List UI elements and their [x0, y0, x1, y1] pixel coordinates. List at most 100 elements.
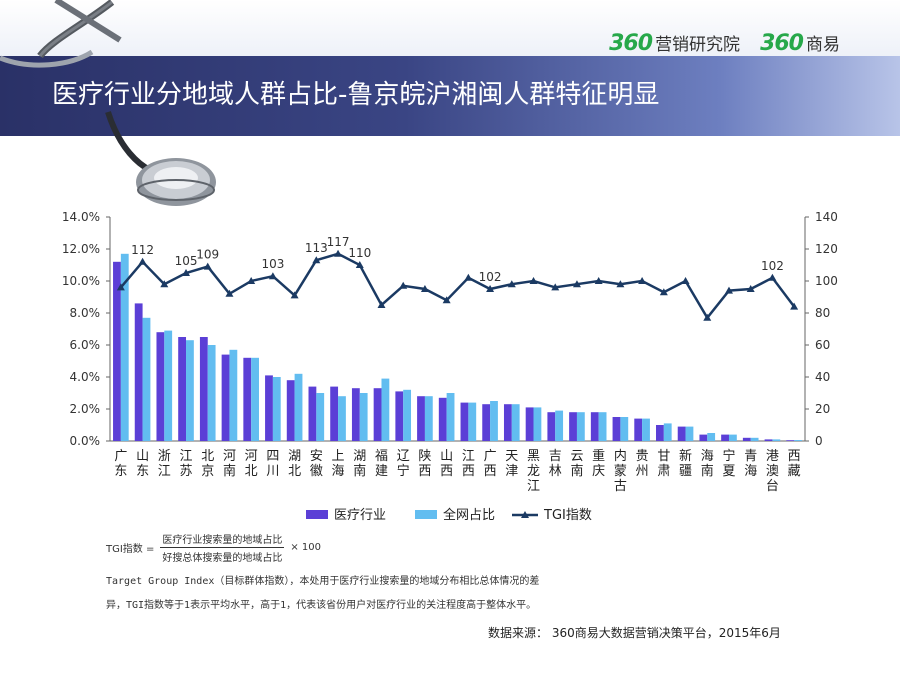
- y-tick-label-right: 60: [815, 338, 830, 352]
- bar-overall-share: [142, 317, 151, 441]
- x-category-label: 京: [201, 464, 214, 479]
- bar-medical-industry: [634, 418, 643, 441]
- x-category-label: 贵: [636, 449, 649, 464]
- x-category-label: 津: [505, 464, 518, 479]
- bar-medical-industry: [286, 380, 295, 441]
- logo-360-marketing-institute: 360 营销研究院: [609, 30, 740, 56]
- bar-medical-industry: [525, 407, 534, 441]
- bar-overall-share: [294, 373, 303, 441]
- x-category-label: 湖: [288, 449, 301, 464]
- tgi-point: [268, 272, 277, 280]
- tgi-data-label: 112: [131, 243, 154, 257]
- formula-lhs: TGI指数 =: [106, 544, 155, 555]
- y-tick-label-left: 8.0%: [70, 306, 101, 320]
- bar-medical-industry: [113, 261, 121, 441]
- bar-overall-share: [728, 434, 737, 441]
- bar-overall-share: [490, 401, 498, 441]
- x-category-label: 南: [353, 463, 366, 479]
- formula-multiplier: × 100: [290, 542, 322, 553]
- tgi-point: [464, 273, 473, 281]
- bar-medical-industry: [677, 426, 686, 441]
- x-category-label: 云: [570, 449, 583, 464]
- x-category-label: 海: [744, 464, 757, 479]
- logo-number: 360: [609, 31, 653, 56]
- x-category-label: 天: [505, 449, 518, 464]
- bar-medical-industry: [373, 388, 382, 441]
- bar-overall-share: [620, 417, 629, 441]
- x-category-label: 四: [266, 449, 279, 464]
- bar-medical-industry: [590, 412, 599, 441]
- legend-marker-tgi: [521, 511, 529, 518]
- tgi-data-label: 110: [348, 246, 371, 260]
- y-tick-label-right: 100: [815, 274, 838, 288]
- tgi-point: [377, 301, 386, 308]
- x-category-label: 东: [136, 464, 149, 479]
- x-category-label: 西: [788, 449, 801, 464]
- x-category-label: 蒙: [614, 464, 627, 479]
- y-tick-label-right: 140: [815, 210, 838, 224]
- bar-overall-share: [511, 404, 520, 441]
- x-category-label: 苏: [180, 463, 193, 479]
- y-tick-label-left: 0.0%: [70, 434, 101, 448]
- y-tick-label-right: 20: [815, 402, 830, 416]
- x-category-label: 广: [484, 449, 497, 464]
- x-category-label: 疆: [679, 464, 692, 479]
- x-category-label: 上: [332, 449, 345, 464]
- x-category-label: 江: [462, 449, 475, 464]
- bar-medical-industry: [351, 388, 360, 441]
- bar-overall-share: [272, 377, 281, 441]
- bar-overall-share: [251, 357, 259, 441]
- tgi-point: [638, 277, 647, 284]
- legend-swatch-overall-share: [415, 510, 437, 519]
- x-category-label: 南: [701, 463, 714, 479]
- tgi-point: [138, 257, 147, 265]
- bar-medical-industry: [243, 357, 252, 441]
- x-category-label: 北: [201, 449, 214, 464]
- tgi-note-line: Target Group Index（目标群体指数），本处用于医疗行业搜索量的地…: [106, 576, 540, 587]
- x-category-label: 青: [744, 449, 757, 464]
- x-category-label: 浙: [158, 449, 171, 464]
- x-category-label: 台: [766, 479, 779, 494]
- x-category-label: 徽: [310, 464, 323, 479]
- x-category-label: 西: [462, 464, 475, 479]
- y-tick-label-right: 80: [815, 306, 830, 320]
- tgi-point: [182, 269, 191, 276]
- tgi-data-label: 103: [261, 257, 284, 271]
- x-category-label: 海: [332, 464, 345, 479]
- title-banner: [0, 56, 900, 136]
- x-category-label: 南: [570, 463, 583, 479]
- bar-medical-industry: [308, 386, 317, 441]
- x-category-label: 福: [375, 449, 388, 464]
- tgi-point: [529, 277, 538, 284]
- bar-overall-share: [186, 340, 194, 441]
- bar-medical-industry: [742, 437, 751, 441]
- x-category-label: 夏: [722, 464, 735, 479]
- bar-medical-industry: [656, 425, 664, 441]
- bar-overall-share: [772, 439, 781, 441]
- x-category-label: 吉: [549, 449, 562, 464]
- bar-medical-industry: [199, 337, 208, 441]
- stethoscope-icon: [0, 0, 216, 206]
- tgi-point: [160, 280, 169, 288]
- logo-text: 营销研究院: [655, 35, 741, 55]
- y-tick-label-left: 10.0%: [62, 274, 100, 288]
- logo-360-shangyi: 360 商易: [760, 30, 840, 56]
- x-category-label: 江: [158, 464, 171, 479]
- x-category-label: 安: [310, 449, 323, 464]
- x-category-label: 宁: [397, 463, 410, 479]
- bar-medical-industry: [547, 412, 556, 441]
- y-tick-label-left: 14.0%: [62, 210, 100, 224]
- x-category-label: 藏: [788, 464, 801, 479]
- tgi-point: [746, 285, 755, 292]
- tgi-line: [119, 252, 796, 320]
- logo-number: 360: [760, 31, 804, 56]
- legend-label: TGI指数: [543, 508, 592, 523]
- bar-overall-share: [207, 345, 216, 441]
- bar-overall-share: [338, 396, 346, 441]
- tgi-point: [616, 280, 625, 288]
- x-category-label: 古: [614, 479, 627, 494]
- x-category-label: 北: [245, 464, 258, 479]
- bar-medical-industry: [265, 375, 273, 441]
- y-tick-label-left: 4.0%: [70, 370, 101, 384]
- tgi-point: [724, 286, 733, 294]
